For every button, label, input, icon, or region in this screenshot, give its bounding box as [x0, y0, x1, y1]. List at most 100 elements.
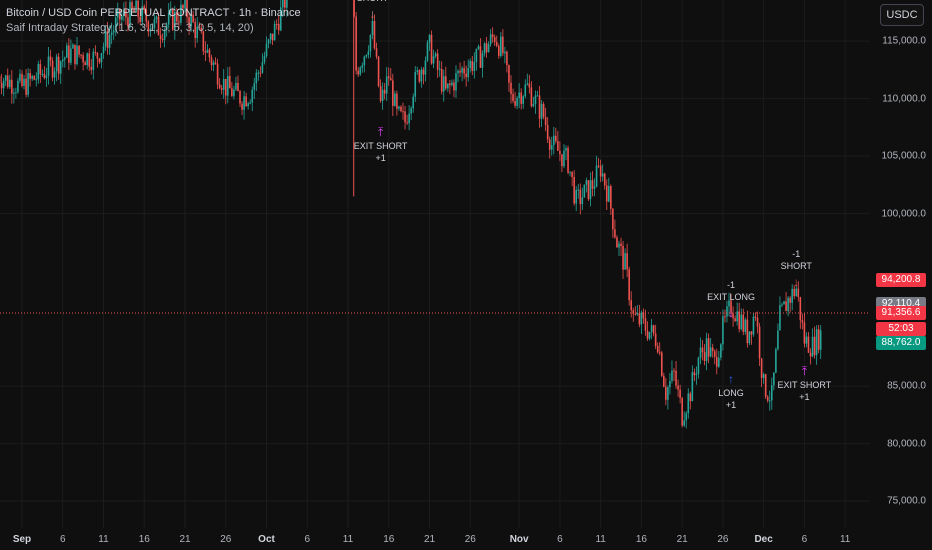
- candle-body: [141, 6, 144, 22]
- candle-body: [188, 17, 190, 27]
- candle-body: [571, 171, 573, 178]
- candle-body: [819, 330, 822, 350]
- candle-body: [41, 73, 44, 75]
- candle-body: [459, 70, 461, 73]
- candle-body: [632, 310, 635, 314]
- candle-body: [37, 64, 40, 80]
- candle-body: [96, 52, 99, 59]
- candle-body: [210, 57, 213, 66]
- candle-body: [261, 62, 264, 73]
- candle-body: [66, 45, 68, 58]
- candle-body: [27, 73, 29, 95]
- candle-body: [518, 92, 520, 99]
- indicator-legend[interactable]: Saif Intraday Strategy (1.6, 3.1, 5, 5, …: [6, 22, 254, 34]
- time-axis[interactable]: Sep 6 11 16 21 26 Oct 6 11 16 21 26 Nov 6 11 16 21 26 Dec 6…: [0, 528, 870, 550]
- candle-body: [400, 106, 402, 112]
- candle-body: [255, 72, 258, 84]
- candle-body: [104, 31, 107, 47]
- candle-body: [787, 297, 789, 312]
- price-chart[interactable]: [0, 0, 870, 528]
- candle-body: [640, 312, 643, 325]
- candle-body: [133, 9, 135, 13]
- candle-body: [691, 372, 694, 402]
- candle-body: [540, 104, 543, 119]
- candle-body: [45, 75, 48, 78]
- candle-body: [123, 10, 125, 16]
- short-signal-arrow-icon: ↓: [793, 274, 800, 289]
- candle-body: [61, 59, 64, 62]
- candle-body: [697, 357, 700, 374]
- candle-body: [165, 24, 168, 31]
- candle-body: [226, 76, 229, 96]
- candle-body: [125, 10, 127, 18]
- candle-body: [379, 86, 382, 101]
- candle-body: [567, 147, 569, 173]
- candle-body: [243, 96, 245, 110]
- candle-body: [72, 44, 74, 49]
- candle-body: [449, 83, 451, 86]
- candle-body: [389, 78, 392, 81]
- price-axis[interactable]: 115,000.0 110,000.0 105,000.0 100,000.0 85,0…: [870, 0, 932, 528]
- candle-body: [595, 165, 598, 187]
- candle-body: [752, 316, 755, 335]
- candle-body: [665, 386, 667, 400]
- candle-body: [159, 35, 162, 40]
- candle-body: [369, 35, 372, 52]
- candle-body: [361, 65, 364, 68]
- currency-button[interactable]: USDC: [880, 4, 924, 26]
- candle-body: [648, 331, 651, 339]
- price-tick-label: 80,000.0: [887, 438, 926, 450]
- candle-body: [241, 103, 243, 110]
- candle-body: [491, 34, 494, 38]
- candle-body: [269, 33, 272, 40]
- candle-body: [251, 89, 254, 103]
- candle-body: [383, 89, 386, 94]
- candle-body: [581, 197, 584, 205]
- candle-body: [656, 346, 659, 353]
- candle-body: [805, 336, 808, 344]
- candle-body: [669, 380, 671, 388]
- candle-body: [25, 78, 27, 95]
- candle-body: [477, 46, 480, 49]
- candle-body: [206, 49, 209, 53]
- candle-body: [359, 67, 362, 75]
- candle-body: [610, 186, 612, 209]
- candle-body: [86, 53, 88, 66]
- candle-body: [807, 336, 810, 353]
- candle-body: [775, 349, 777, 373]
- candle-body: [245, 96, 247, 107]
- candle-body: [76, 45, 78, 65]
- candle-body: [636, 313, 639, 315]
- candle-body: [453, 82, 455, 91]
- candle-body: [424, 60, 427, 75]
- candle-body: [398, 106, 400, 109]
- candle-body: [760, 358, 763, 378]
- time-tick-label: 11: [839, 534, 851, 545]
- candle-body: [644, 318, 647, 331]
- candle-body: [546, 124, 549, 140]
- price-tick-label: 100,000.0: [881, 208, 927, 220]
- candle-body: [412, 96, 414, 109]
- symbol-title[interactable]: Bitcoin / USD Coin PERPETUAL CONTRACT · …: [6, 7, 301, 19]
- candle-body: [589, 180, 592, 200]
- candle-body: [671, 370, 673, 381]
- candle-body: [186, 0, 188, 18]
- candle-body: [396, 93, 398, 109]
- candle-body: [68, 45, 70, 63]
- candle-body: [677, 385, 679, 390]
- candle-body: [249, 102, 251, 104]
- candle-body: [603, 173, 606, 186]
- candle-body: [432, 56, 435, 64]
- candle-body: [504, 51, 506, 54]
- candle-body: [667, 387, 669, 400]
- candle-body: [583, 184, 586, 198]
- candle-body: [646, 330, 649, 339]
- candle-body: [785, 301, 787, 312]
- candle-body: [257, 72, 260, 74]
- candle-body: [135, 0, 137, 13]
- candle-body: [720, 344, 722, 358]
- candle-body: [430, 34, 433, 64]
- candle-body: [202, 31, 205, 52]
- candle-body: [23, 78, 25, 86]
